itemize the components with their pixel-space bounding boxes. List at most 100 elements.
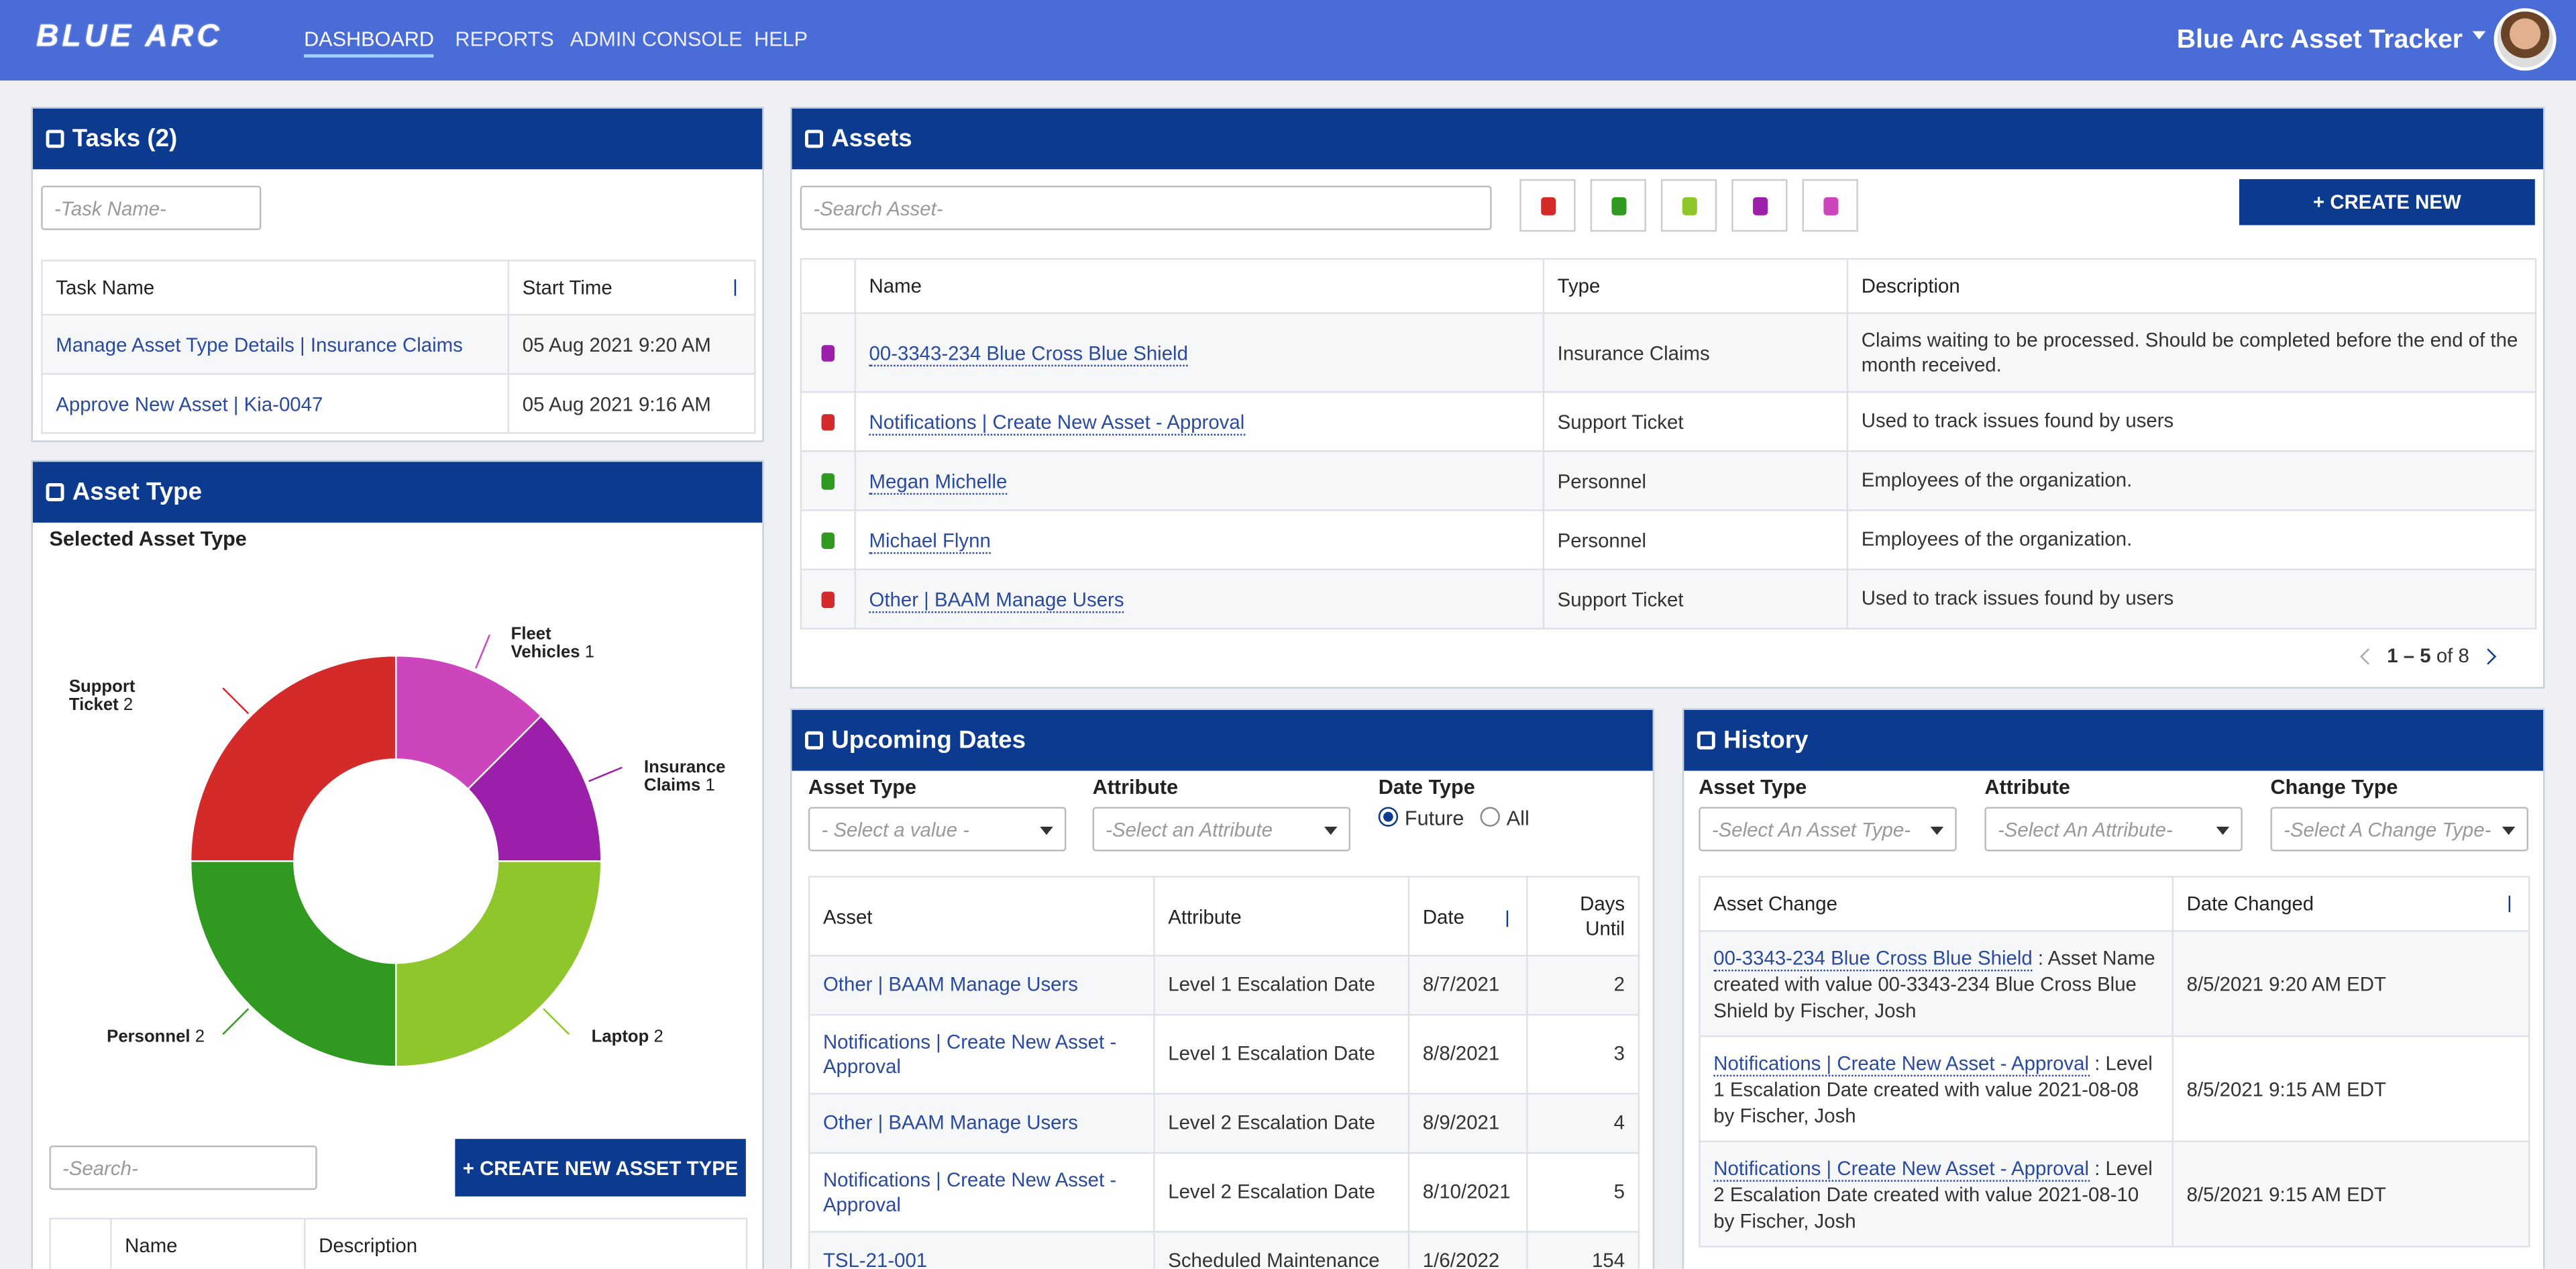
select[interactable]: -Select an Attribute bbox=[1092, 807, 1351, 852]
asset-link[interactable]: Other | BAAM Manage Users bbox=[869, 587, 1124, 613]
upcoming-cell: 8/8/2021 bbox=[1407, 1014, 1528, 1095]
nav-link[interactable]: REPORTS bbox=[455, 28, 554, 51]
type-icon bbox=[1611, 196, 1626, 215]
type-icon bbox=[1540, 196, 1555, 215]
asset-type-cell: Insurance Claims bbox=[1542, 312, 1849, 393]
panel-header: Tasks (2) bbox=[32, 108, 763, 170]
radio-option[interactable]: Future bbox=[1378, 807, 1464, 830]
page-range: 1 – 5 bbox=[2387, 644, 2431, 668]
sort-icon[interactable] bbox=[734, 279, 737, 296]
app-menu[interactable]: Blue Arc Asset Tracker bbox=[2177, 26, 2486, 56]
history-asset-link[interactable]: 00-3343-234 Blue Cross Blue Shield bbox=[1713, 946, 2033, 971]
asset-type-table: Name Description bbox=[49, 1217, 748, 1269]
select[interactable]: - Select a value - bbox=[808, 807, 1067, 852]
type-filter-button[interactable] bbox=[1802, 179, 1858, 232]
sort-icon[interactable] bbox=[1506, 909, 1509, 927]
asset-row[interactable]: Other | BAAM Manage Users Support Ticket U… bbox=[800, 568, 2537, 629]
asset-row[interactable]: 00-3343-234 Blue Cross Blue Shield Insura… bbox=[800, 312, 2537, 393]
avatar[interactable] bbox=[2493, 8, 2557, 71]
asset-name-cell: Notifications | Create New Asset - Appro… bbox=[854, 391, 1545, 452]
nav-link[interactable]: HELP bbox=[754, 28, 808, 51]
tbody: Manage Asset Type Details | Insurance Cl… bbox=[41, 313, 756, 434]
upcoming-row[interactable]: Notifications | Create New Asset - Appro… bbox=[808, 1152, 1640, 1233]
asset-icon-cell bbox=[800, 568, 856, 629]
history-panel: History Asset Type Attribute Change Type -Se… bbox=[1682, 708, 2545, 1269]
type-filter-button[interactable] bbox=[1731, 179, 1788, 232]
asset-link[interactable]: Notifications | Create New Asset - Appro… bbox=[869, 410, 1245, 435]
donut-segment[interactable] bbox=[189, 654, 397, 862]
upcoming-cell: Other | BAAM Manage Users bbox=[808, 954, 1155, 1016]
slice-name: Insurance Claims bbox=[644, 757, 726, 796]
asset-row[interactable]: Megan Michelle Personnel Employees of the … bbox=[800, 450, 2537, 511]
type-filter-button[interactable] bbox=[1660, 179, 1717, 232]
asset-type-icon bbox=[821, 346, 835, 362]
column-header bbox=[800, 258, 856, 314]
slice-value: 2 bbox=[653, 1027, 663, 1048]
thead: Name Description bbox=[49, 1217, 748, 1269]
leader-line bbox=[222, 1008, 250, 1035]
panel-header: History bbox=[1684, 709, 2544, 771]
navbar: BLUE ARC DASHBOARD REPORTS ADMIN CONSOLE HEL… bbox=[0, 0, 2576, 81]
upcoming-cell: 2 bbox=[1526, 954, 1640, 1016]
asset-row[interactable]: Notifications | Create New Asset - Appro… bbox=[800, 391, 2537, 452]
column-header: Date Changed bbox=[2171, 876, 2530, 932]
prev-page[interactable] bbox=[2359, 648, 2377, 665]
slice-name: Personnel bbox=[107, 1027, 191, 1048]
asset-name-cell: Michael Flynn bbox=[854, 509, 1545, 570]
asset-description-cell: Used to track issues found by users bbox=[1846, 391, 2537, 452]
asset-link[interactable]: Michael Flynn bbox=[869, 528, 991, 554]
upcoming-row[interactable]: TSL-21-001 Scheduled Maintenance 1/6/2022 1… bbox=[808, 1231, 1640, 1269]
donut-segment[interactable] bbox=[394, 654, 543, 791]
sort-icon[interactable] bbox=[2508, 895, 2511, 913]
select[interactable]: -Select An Asset Type- bbox=[1699, 807, 1957, 852]
history-change-cell: Notifications | Create New Asset - Appro… bbox=[1699, 1035, 2174, 1143]
brand-logo[interactable]: BLUE ARC bbox=[36, 19, 223, 54]
type-filter-button[interactable] bbox=[1519, 179, 1576, 232]
history-table: Asset Change Date Changed 00-3343-234 Blue… bbox=[1699, 876, 2530, 1248]
donut-segment[interactable] bbox=[189, 860, 397, 1068]
thead: Task Name Start Time bbox=[41, 259, 756, 316]
radio-option[interactable]: All bbox=[1480, 807, 1529, 830]
create-asset-button[interactable]: + CREATE NEW bbox=[2239, 179, 2535, 225]
select[interactable]: -Select An Attribute- bbox=[1984, 807, 2243, 852]
assets-table: Name Type Description 00-3343-234 Blue Cros… bbox=[800, 258, 2537, 629]
history-asset-link[interactable]: Notifications | Create New Asset - Appro… bbox=[1713, 1051, 2090, 1076]
panel-header: Assets bbox=[792, 108, 2544, 170]
task-row[interactable]: Manage Asset Type Details | Insurance Cl… bbox=[41, 313, 756, 375]
column-header: Asset bbox=[808, 876, 1155, 957]
slice-value: 1 bbox=[584, 642, 595, 662]
upcoming-cell: 4 bbox=[1526, 1093, 1640, 1154]
asset-type-search[interactable]: -Search- bbox=[49, 1145, 317, 1190]
select[interactable]: -Select A Change Type- bbox=[2270, 807, 2529, 852]
tasks-panel: Tasks (2) -Task Name- Task Name Start Time M… bbox=[31, 107, 764, 442]
nav-link[interactable]: DASHBOARD bbox=[304, 28, 434, 58]
upcoming-row[interactable]: Notifications | Create New Asset - Appro… bbox=[808, 1014, 1640, 1095]
header-row: Name Description bbox=[49, 1217, 748, 1269]
tbody: 00-3343-234 Blue Cross Blue Shield Insura… bbox=[800, 312, 2537, 629]
next-page[interactable] bbox=[2479, 648, 2497, 665]
donut-segment[interactable] bbox=[394, 860, 602, 1068]
page-total: of 8 bbox=[2436, 644, 2469, 668]
slice-name: Fleet Vehicles bbox=[511, 624, 580, 662]
asset-link[interactable]: Megan Michelle bbox=[869, 469, 1008, 494]
donut-segment[interactable] bbox=[466, 715, 602, 862]
asset-row[interactable]: Michael Flynn Personnel Employees of the o… bbox=[800, 509, 2537, 570]
asset-type-icon bbox=[821, 474, 835, 491]
type-filter-button[interactable] bbox=[1590, 179, 1646, 232]
task-search[interactable]: -Task Name- bbox=[41, 185, 262, 230]
history-change-text: : Level 1 Escalation Date created with v… bbox=[1713, 1051, 2153, 1127]
asset-link[interactable]: 00-3343-234 Blue Cross Blue Shield bbox=[869, 341, 1188, 366]
asset-search[interactable]: -Search Asset- bbox=[800, 185, 1492, 230]
create-asset-type-button[interactable]: + CREATE NEW ASSET TYPE bbox=[455, 1139, 746, 1197]
history-asset-link[interactable]: Notifications | Create New Asset - Appro… bbox=[1713, 1156, 2090, 1181]
upcoming-row[interactable]: Other | BAAM Manage Users Level 2 Escalat… bbox=[808, 1093, 1640, 1154]
filter-label: Change Type bbox=[2270, 775, 2398, 799]
slice-value: 1 bbox=[705, 775, 715, 796]
task-row[interactable]: Approve New Asset | Kia-0047 05 Aug 2021 … bbox=[41, 372, 756, 434]
slice-name: Support Ticket bbox=[68, 676, 136, 715]
column-header: Name bbox=[854, 258, 1545, 314]
tasks-table: Task Name Start Time Manage Asset Type Det… bbox=[41, 259, 756, 434]
upcoming-row[interactable]: Other | BAAM Manage Users Level 1 Escalat… bbox=[808, 954, 1640, 1016]
nav-link[interactable]: ADMIN CONSOLE bbox=[570, 28, 743, 51]
asset-type-cell: Support Ticket bbox=[1542, 391, 1849, 452]
